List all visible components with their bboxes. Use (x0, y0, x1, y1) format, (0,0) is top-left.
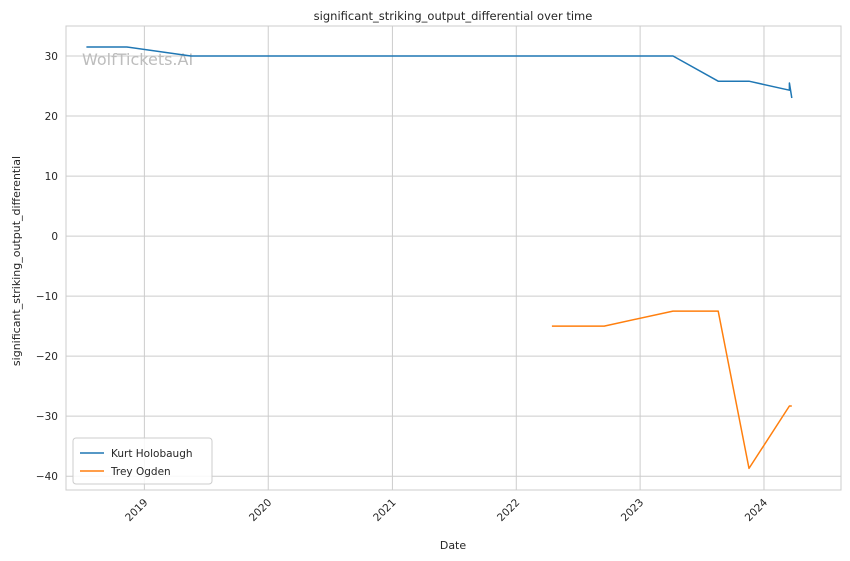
legend-label-trey-ogden: Trey Ogden (110, 466, 171, 478)
watermark: WolfTickets.AI (82, 50, 193, 69)
x-tick-label: 2023 (619, 497, 646, 524)
series-line-kurt-holobaugh (86, 46, 793, 99)
series-line-trey-ogden (551, 310, 792, 470)
x-tick-label: 2024 (743, 496, 771, 524)
x-tick-label: 2022 (495, 497, 522, 524)
y-tick-label: 0 (51, 231, 58, 243)
x-tick-labels: 2019 2020 2021 2022 2023 2024 (123, 496, 770, 524)
y-axis-label: significant_striking_output_differential (10, 156, 23, 366)
y-tick-label: 10 (45, 171, 58, 183)
x-axis-label: Date (440, 539, 467, 552)
y-tick-label: −10 (36, 291, 58, 303)
x-tick-label: 2019 (123, 497, 150, 524)
y-tick-label: 20 (45, 111, 58, 123)
legend: Kurt Holobaugh Trey Ogden (72, 437, 213, 485)
y-tick-label: −30 (36, 411, 58, 423)
legend-box (72, 437, 213, 485)
y-tick-label: −20 (36, 351, 58, 363)
y-tick-label: −40 (36, 471, 58, 483)
plot-frame (65, 25, 842, 491)
x-tick-label: 2021 (371, 497, 398, 524)
x-tick-label: 2020 (247, 497, 274, 524)
series-lines (86, 46, 793, 470)
chart-title: significant_striking_output_differential… (314, 9, 593, 23)
y-tick-labels: 30 20 10 0 −10 −20 −30 −40 (36, 51, 58, 483)
y-tick-label: 30 (45, 51, 58, 63)
x-gridlines (143, 26, 765, 490)
legend-label-kurt-holobaugh: Kurt Holobaugh (111, 448, 193, 460)
plot-area (66, 26, 841, 490)
